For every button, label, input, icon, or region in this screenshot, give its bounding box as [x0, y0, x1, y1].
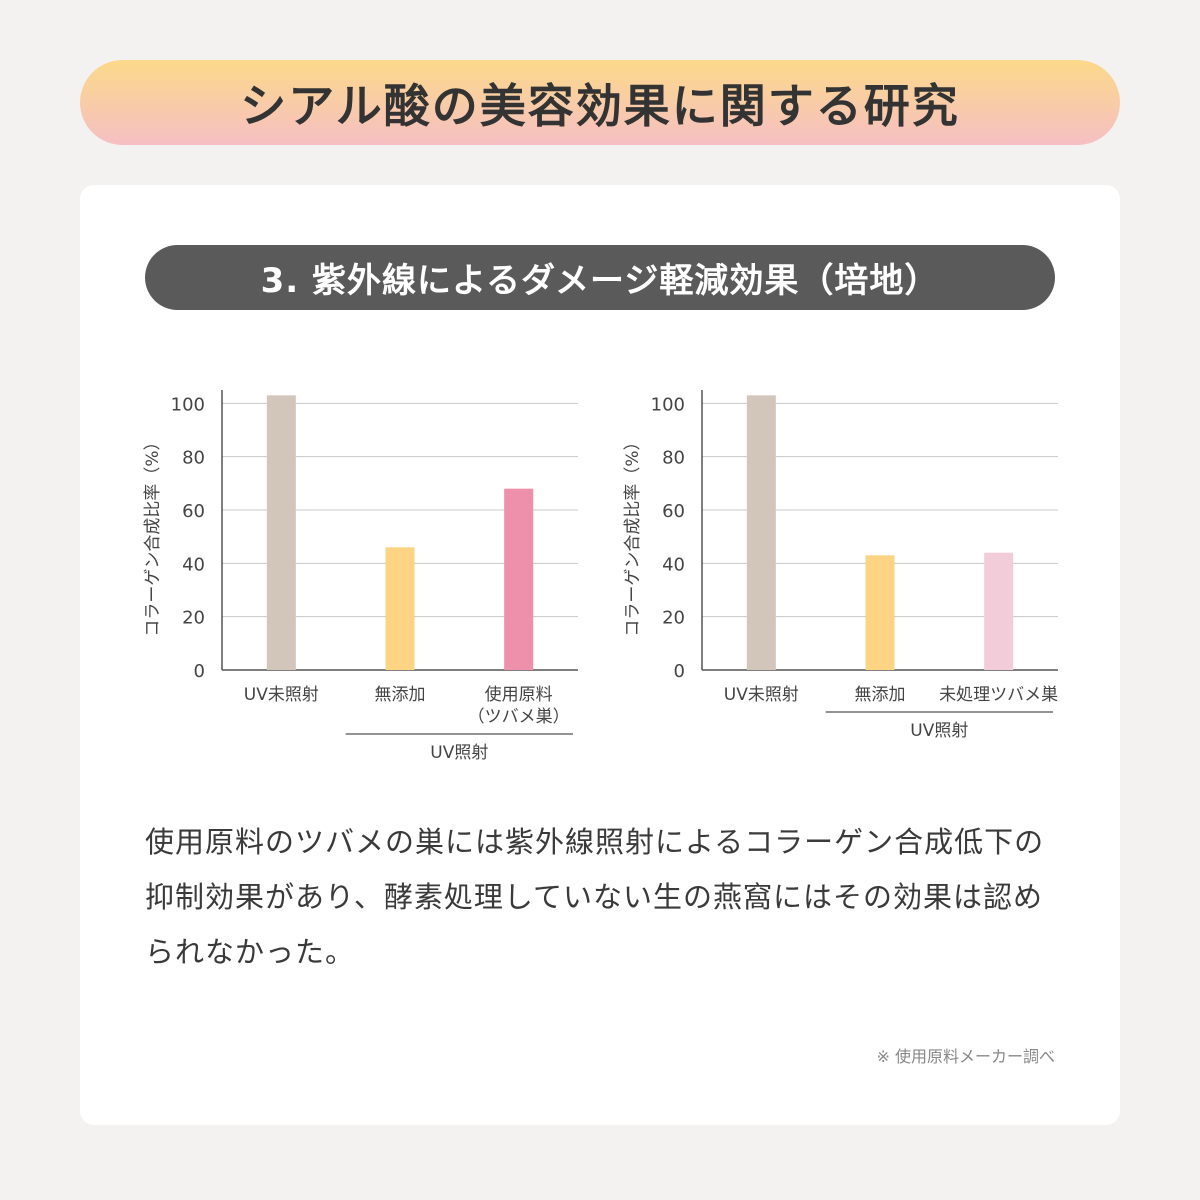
- y-axis-label: コラーゲン合成比率（%）: [623, 433, 643, 636]
- y-tick-label: 100: [171, 394, 205, 415]
- y-tick-label: 0: [674, 661, 685, 682]
- page-title-text: シアル酸の美容効果に関する研究: [240, 78, 960, 133]
- y-tick-label: 60: [182, 501, 205, 522]
- y-tick-label: 40: [182, 554, 205, 575]
- bar: [865, 555, 895, 670]
- bar: [984, 552, 1014, 670]
- x-tick-label: 無添加: [855, 685, 906, 705]
- group-label: UV照射: [910, 721, 968, 741]
- bar: [504, 488, 534, 670]
- x-tick-label: 無添加: [375, 685, 426, 705]
- y-tick-label: 80: [662, 448, 685, 469]
- group-label: UV照射: [430, 743, 488, 763]
- bar-chart-left: 0 20 40 60 80 100 コラーゲン合成比率（%） UV未照射 無添加 使用原料（ツバメ…: [143, 390, 578, 763]
- y-tick-label: 20: [662, 608, 685, 629]
- y-tick-label: 20: [182, 608, 205, 629]
- y-tick-label: 60: [662, 501, 685, 522]
- footnote: ※ 使用原料メーカー調べ: [876, 1047, 1056, 1066]
- y-tick-label: 80: [182, 448, 205, 469]
- y-tick-label: 0: [194, 661, 205, 682]
- page-title: シアル酸の美容効果に関する研究: [80, 60, 1120, 145]
- y-tick-label: 100: [651, 394, 685, 415]
- x-tick-label: UV未照射: [724, 685, 799, 705]
- bar: [746, 395, 776, 670]
- bar: [385, 547, 415, 670]
- y-tick-label: 40: [662, 554, 685, 575]
- x-tick-label: UV未照射: [244, 685, 319, 705]
- bar: [266, 395, 296, 670]
- section-title-text: 3. 紫外線によるダメージ軽減効果（培地）: [260, 261, 940, 301]
- content-card: 3. 紫外線によるダメージ軽減効果（培地） 0 20 40 60 80 100 コラーゲン合…: [80, 185, 1120, 1125]
- x-tick-label: 未処理ツバメ巣: [939, 685, 1058, 705]
- y-axis-label: コラーゲン合成比率（%）: [143, 433, 163, 636]
- section-title: 3. 紫外線によるダメージ軽減効果（培地）: [145, 245, 1055, 310]
- description-text: 使用原料のツバメの巣には紫外線照射によるコラーゲン合成低下の抑制効果があり、酵素…: [145, 825, 1045, 969]
- bar-chart-right: 0 20 40 60 80 100 コラーゲン合成比率（%） UV未照射 無添加 未処理ツバメ巣 U…: [623, 390, 1058, 741]
- x-tick-label: 使用原料（ツバメ巣）: [468, 684, 570, 727]
